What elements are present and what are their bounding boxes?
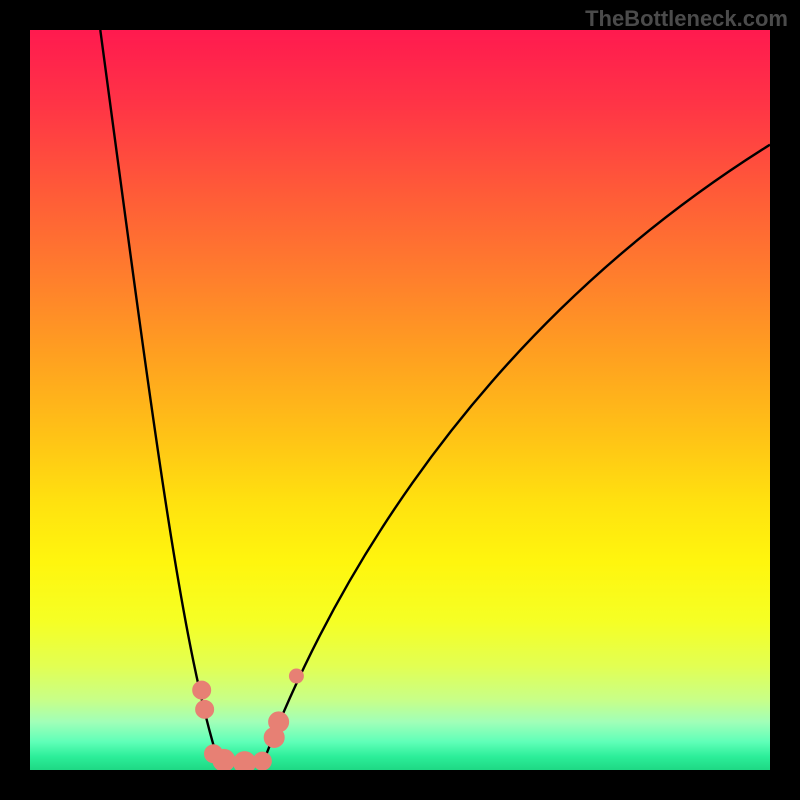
data-marker [193,681,211,699]
data-marker [289,669,303,683]
chart-container: TheBottleneck.com [0,0,800,800]
data-marker [196,700,214,718]
plot-area [30,30,770,770]
gradient-background [30,30,770,770]
data-marker [234,752,256,770]
watermark-text: TheBottleneck.com [585,6,788,32]
data-marker [213,749,235,770]
data-marker [269,712,289,732]
bottleneck-chart [30,30,770,770]
data-marker [253,752,271,770]
